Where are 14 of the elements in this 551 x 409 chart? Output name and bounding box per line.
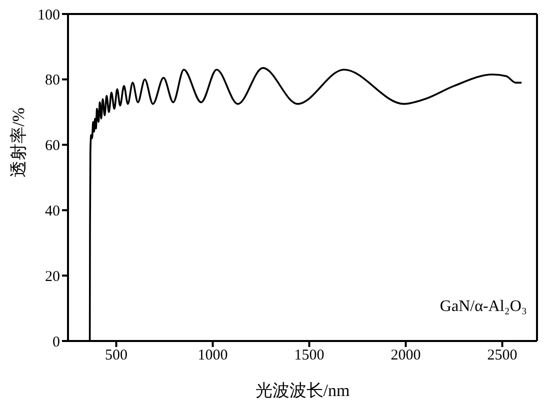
y-axis-title: 透射率/% <box>9 108 28 178</box>
y-tick-label: 100 <box>38 7 60 24</box>
x-tick-label: 1000 <box>198 348 228 364</box>
x-tick-label: 2500 <box>487 348 518 364</box>
y-tick-label: 80 <box>45 72 60 89</box>
y-tick-label: 40 <box>45 204 60 220</box>
y-tick-label: 60 <box>45 138 60 154</box>
x-tick-label: 2000 <box>390 348 421 364</box>
y-tick-label: 20 <box>45 268 60 285</box>
x-tick-label: 1500 <box>294 348 324 364</box>
x-tick-label: 500 <box>105 348 128 364</box>
annotation: GaN/α-Al₂O₃ <box>440 298 527 316</box>
y-tick-label: 0 <box>52 334 60 350</box>
x-axis-title: 光波波长/nm <box>255 381 350 400</box>
